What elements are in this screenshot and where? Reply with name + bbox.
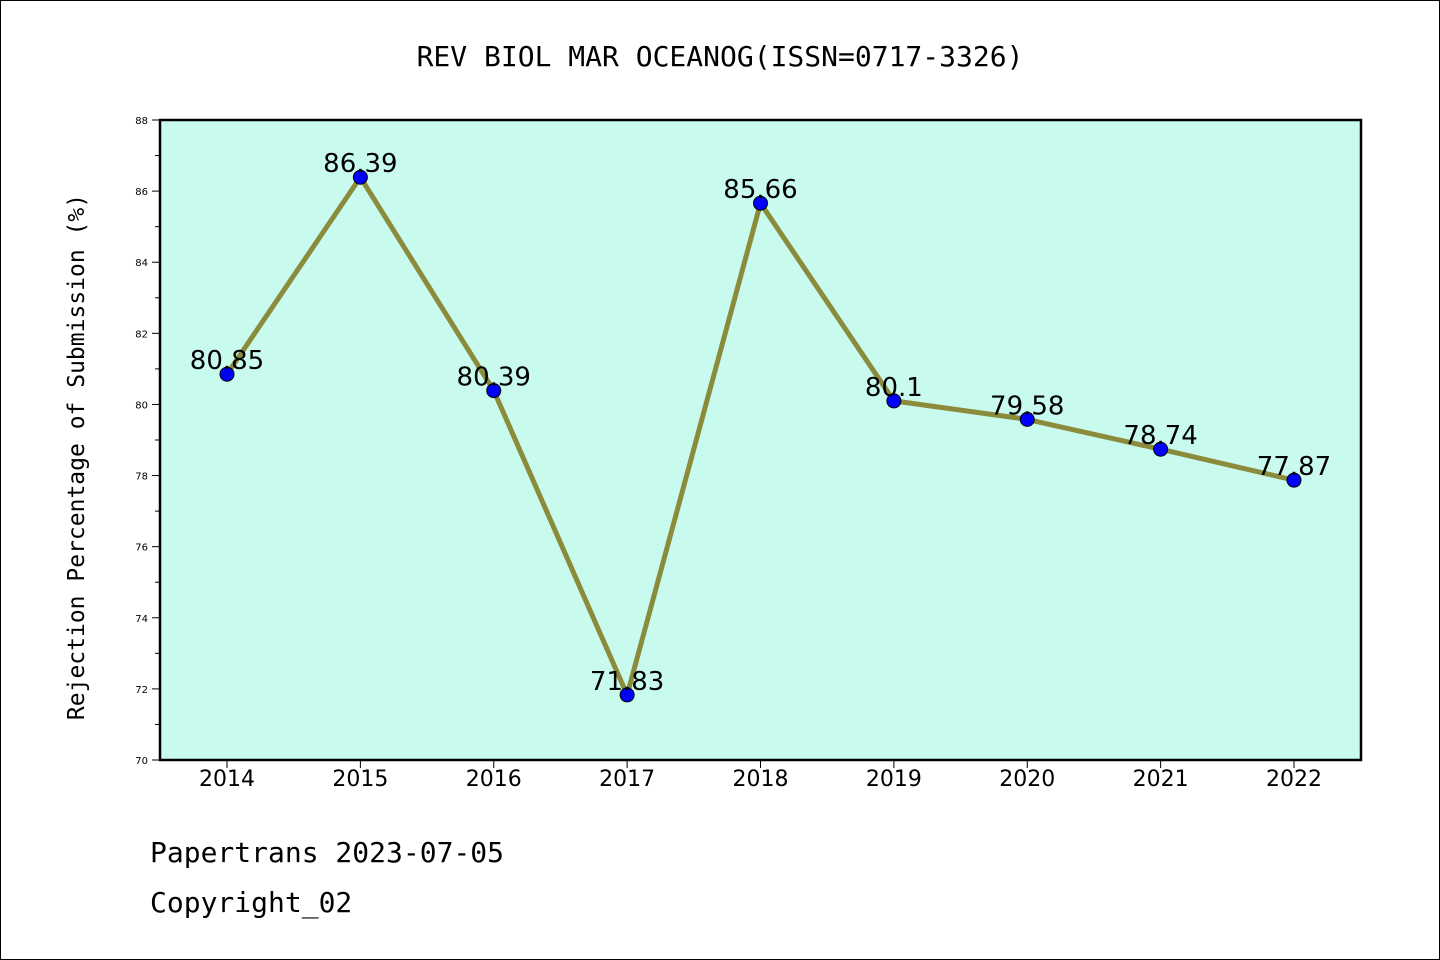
y-tick-label: 76 — [135, 543, 148, 554]
x-tick-label: 2019 — [866, 767, 922, 792]
y-tick-label: 88 — [135, 116, 148, 127]
x-tick-label: 2015 — [332, 767, 388, 792]
y-tick-label: 70 — [135, 756, 148, 767]
data-point — [619, 687, 635, 703]
data-point — [1286, 472, 1302, 488]
data-point — [886, 393, 902, 409]
y-tick-label: 84 — [135, 258, 148, 269]
data-point — [352, 169, 368, 185]
data-label: 71.83 — [590, 667, 664, 697]
y-tick-label: 80 — [135, 400, 148, 411]
data-label: 86.39 — [323, 149, 397, 179]
x-tick-label: 2017 — [599, 767, 655, 792]
data-point — [753, 195, 768, 211]
y-tick-label: 82 — [135, 329, 148, 340]
data-label: 79.58 — [990, 391, 1064, 421]
y-tick-label: 74 — [135, 614, 148, 625]
data-label: 80.85 — [190, 346, 264, 376]
x-axis-ticks: 2014 2015 2016 2017 2018 2019 2020 2021 2022 — [199, 760, 1322, 792]
data-point — [219, 366, 235, 382]
data-point — [486, 383, 502, 399]
x-tick-label: 2022 — [1266, 767, 1322, 792]
data-label: 80.1 — [865, 373, 923, 403]
data-point — [1019, 411, 1035, 427]
chart-title: REV BIOL MAR OCEANOG(ISSN=0717-3326) — [417, 40, 1024, 73]
data-point — [1153, 441, 1169, 457]
plot-area — [158, 118, 1363, 762]
y-axis-ticks: 70 72 74 76 78 80 82 84 86 88 — [135, 116, 160, 767]
data-labels: 80.85 86.39 80.39 71.83 85.66 80.1 79.58 78.74 7… — [190, 149, 1331, 697]
y-tick-label: 78 — [135, 472, 148, 483]
data-label: 85.66 — [723, 175, 797, 205]
x-tick-label: 2020 — [999, 767, 1055, 792]
footer-date: Papertrans 2023-07-05 — [150, 836, 505, 869]
x-tick-label: 2018 — [733, 767, 789, 792]
data-label: 78.74 — [1123, 421, 1197, 451]
y-tick-label: 72 — [135, 685, 148, 696]
x-tick-label: 2014 — [199, 767, 255, 792]
footer-copyright: Copyright_02 — [150, 886, 353, 919]
y-axis-label: Rejection Percentage of Submission (%) — [64, 194, 90, 720]
x-tick-label: 2021 — [1133, 767, 1189, 792]
data-markers — [219, 169, 1302, 703]
y-tick-label: 86 — [135, 187, 148, 198]
data-label: 77.87 — [1257, 452, 1331, 482]
data-label: 80.39 — [457, 363, 531, 393]
x-tick-label: 2016 — [466, 767, 522, 792]
